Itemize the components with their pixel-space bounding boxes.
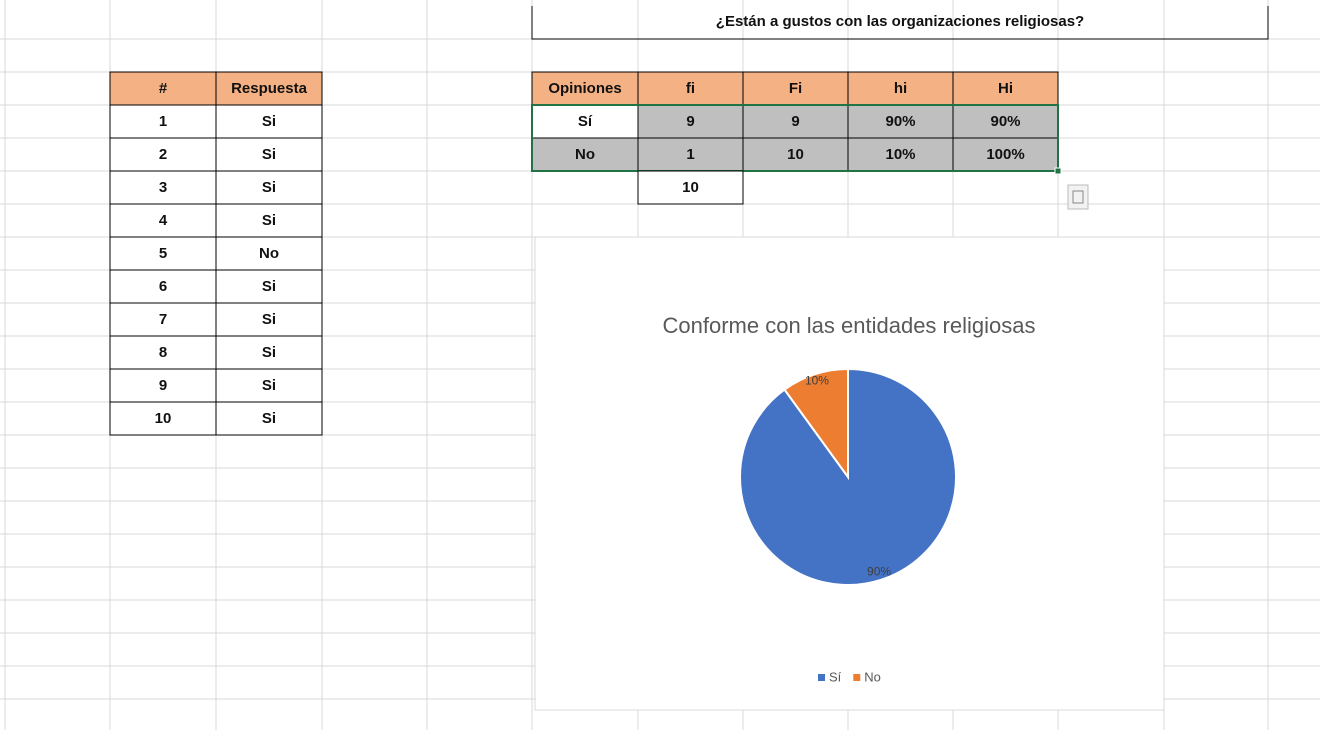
data-label: 10% <box>805 374 829 388</box>
table-cell: 10% <box>885 146 915 163</box>
table-cell-bg <box>215 335 323 370</box>
table-cell: No <box>259 245 279 262</box>
quick-analysis-icon <box>1067 184 1089 210</box>
table-cell-bg <box>109 170 217 205</box>
data-label: 90% <box>867 565 891 579</box>
table-cell-bg <box>109 137 217 172</box>
table-cell-bg <box>109 269 217 304</box>
table-cell: Sí <box>578 113 593 130</box>
legend-swatch <box>853 674 861 681</box>
table-cell: 4 <box>159 212 168 229</box>
table-cell-bg <box>215 269 323 304</box>
selection <box>531 104 1059 172</box>
header-cell: Hi <box>998 80 1013 97</box>
table-cell: 6 <box>159 278 167 295</box>
table-cell: 90% <box>885 113 915 130</box>
table-cell: No <box>575 146 595 163</box>
legend-label: No <box>864 669 881 684</box>
title-border <box>531 6 1269 40</box>
header-cell-bg <box>847 71 954 106</box>
header-cell-bg <box>109 71 217 106</box>
pie-slice <box>783 367 849 481</box>
content: ¿Están a gustos con las organizaciones r… <box>109 6 1269 711</box>
table-cell: 5 <box>159 245 167 262</box>
quick-analysis-glyph <box>1072 190 1084 204</box>
table-cell: 9 <box>791 113 799 130</box>
table-cell: 9 <box>159 377 167 394</box>
table-cell-bg <box>215 137 323 172</box>
table-cell-bg <box>109 302 217 337</box>
selection-handle <box>1054 167 1062 175</box>
table-cell: 9 <box>686 113 694 130</box>
table-cell-bg <box>215 170 323 205</box>
table-cell: 10 <box>155 410 172 427</box>
table-cell: 2 <box>159 146 167 163</box>
header-cell: # <box>159 80 168 97</box>
header-cell-bg <box>637 71 744 106</box>
table-cell-bg <box>109 236 217 271</box>
header-cell: Respuesta <box>231 80 308 97</box>
table-cell: Si <box>262 278 276 295</box>
chart-title: Conforme con las entidades religiosas <box>663 313 1036 338</box>
header-cell: Fi <box>789 80 802 97</box>
header-cell: fi <box>686 80 695 97</box>
table-cell-bg <box>215 236 323 271</box>
table-cell: 10 <box>787 146 804 163</box>
table-cell-bg <box>109 203 217 238</box>
table-cell: Si <box>262 311 276 328</box>
sheet-title: ¿Están a gustos con las organizaciones r… <box>716 13 1084 30</box>
table-cell: Si <box>262 212 276 229</box>
table-cell: 90% <box>990 113 1020 130</box>
table-cell: Si <box>262 344 276 361</box>
header-cell: Opiniones <box>548 80 621 97</box>
table-cell: Si <box>262 146 276 163</box>
table-cell-bg <box>215 302 323 337</box>
table-cell: Si <box>262 113 276 130</box>
table-cell-bg <box>109 368 217 403</box>
table-cell: Si <box>262 179 276 196</box>
table-cell: 7 <box>159 311 167 328</box>
table-cell: 8 <box>159 344 167 361</box>
table-cell: 100% <box>986 146 1024 163</box>
total-cell: 10 <box>682 179 699 196</box>
table-cell: 1 <box>159 113 167 130</box>
total-cell-bg <box>637 170 744 205</box>
table-cell-bg <box>109 401 217 436</box>
table-cell-bg <box>531 104 639 139</box>
header-cell: hi <box>894 80 907 97</box>
table-cell: 1 <box>686 146 694 163</box>
pie-slice <box>739 367 957 586</box>
legend-swatch <box>818 674 825 681</box>
table-cell: 3 <box>159 179 167 196</box>
table-cell-bg <box>215 368 323 403</box>
table-cell-bg <box>215 203 323 238</box>
header-cell-bg <box>215 71 323 106</box>
table-cell-bg <box>109 104 217 139</box>
legend-label: Sí <box>829 669 842 684</box>
table-cell-bg <box>215 401 323 436</box>
header-cell-bg <box>952 71 1059 106</box>
table-cell: Si <box>262 377 276 394</box>
table-cell: Si <box>262 410 276 427</box>
